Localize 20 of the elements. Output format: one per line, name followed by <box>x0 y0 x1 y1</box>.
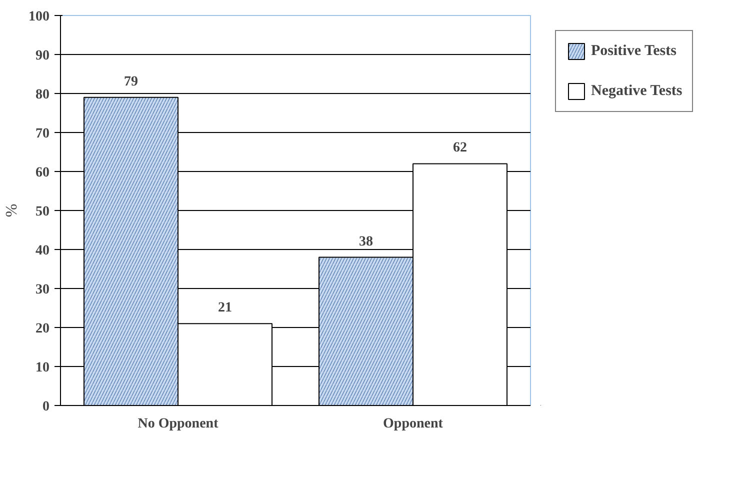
y-tick-label: 70 <box>36 126 50 142</box>
legend-label: Negative Tests <box>591 82 682 100</box>
data-label: 21 <box>218 300 232 316</box>
y-tick-label: 100 <box>28 10 50 24</box>
y-tick-label: 60 <box>36 166 50 180</box>
x-tick-label: Opponent <box>383 416 444 432</box>
y-tick-label: 30 <box>36 282 50 298</box>
y-axis-title: % <box>4 204 20 218</box>
y-tick-label: 10 <box>36 360 50 376</box>
y-tick-label: 80 <box>36 88 50 102</box>
y-tick-label: 50 <box>36 204 50 220</box>
legend-label: Positive Tests <box>591 42 676 60</box>
data-label: 62 <box>453 140 467 156</box>
data-label: 38 <box>359 234 373 250</box>
y-tick-label: 0 <box>42 400 50 414</box>
y-tick-label: 40 <box>36 244 50 258</box>
y-tick-label: 90 <box>36 48 50 64</box>
data-label: 79 <box>124 74 138 90</box>
x-tick-label: No Opponent <box>138 416 219 432</box>
y-tick-label: 20 <box>36 322 50 336</box>
